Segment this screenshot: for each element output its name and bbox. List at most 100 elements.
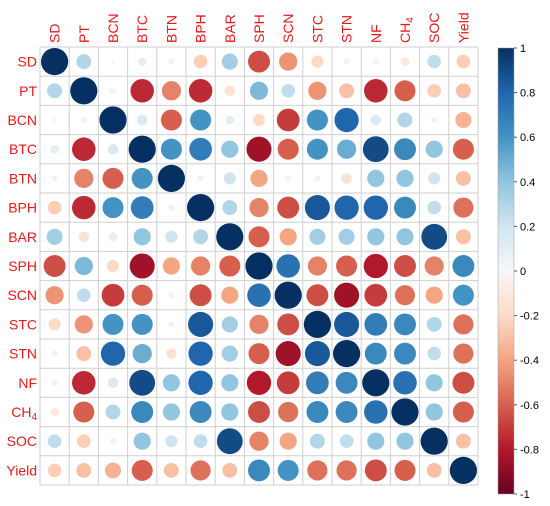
correlation-circle-BAR-CH4	[396, 228, 414, 246]
correlation-circle-SOC-BCN	[109, 438, 117, 445]
correlation-circle-BTN-SOC	[428, 172, 441, 185]
correlation-circle-SPH-BCN	[106, 259, 120, 273]
correlation-circle-SOC-BTC	[133, 432, 151, 450]
correlation-circle-SPH-SOC	[424, 256, 444, 276]
correlation-circle-PT-BTN	[161, 81, 182, 101]
column-label-bph: BPH	[193, 14, 209, 43]
column-label-soc: SOC	[426, 13, 442, 43]
correlation-circle-PT-CH4	[394, 80, 416, 102]
correlation-circle-SPH-BAR	[219, 255, 241, 277]
correlation-circle-BCN-SCN	[276, 108, 300, 132]
correlation-circle-BCN-SD	[52, 118, 57, 122]
column-label-yield: Yield	[455, 12, 471, 43]
correlation-circle-SCN-SD	[45, 286, 64, 305]
correlation-circle-STN-SPH	[248, 343, 270, 365]
column-label-btn: BTN	[163, 15, 179, 43]
correlation-circle-STN-STN	[333, 340, 361, 368]
correlation-circle-BAR-STC	[309, 228, 326, 245]
row-labels: SD PT BCN BTC BTN BPH BAR SPH SCN STC STN NF CH4 SOC Y…	[6, 54, 37, 479]
correlation-circle-BCN-STN	[334, 107, 359, 133]
correlation-circle-CH4-SPH	[248, 401, 270, 423]
correlation-circle-NF-BTC	[129, 369, 156, 396]
correlation-circle-SCN-STN	[334, 282, 360, 308]
correlation-circle-SCN-CH4	[394, 285, 416, 306]
correlation-circle-PT-BAR	[224, 85, 236, 97]
correlation-circle-Yield-BAR	[222, 462, 238, 478]
colorbar-tick-label: -0.2	[520, 311, 539, 323]
row-label-yield: Yield	[6, 462, 37, 478]
column-label-bar: BAR	[222, 14, 238, 43]
correlation-circle-STN-SOC	[427, 346, 442, 361]
correlation-circle-CH4-SOC	[425, 403, 443, 421]
correlation-circle-STN-NF	[364, 342, 387, 365]
correlation-circle-Yield-PT	[76, 462, 92, 478]
column-label-nf: NF	[368, 24, 384, 43]
correlation-circle-Yield-BCN	[104, 462, 122, 479]
correlation-circle-BTN-SD	[51, 175, 58, 182]
correlation-circle-BTN-STC	[314, 175, 321, 182]
correlation-circle-Yield-BTC	[131, 459, 153, 481]
matrix-grid	[39, 46, 479, 486]
correlation-circle-PT-STN	[339, 83, 355, 99]
correlation-circle-SD-BPH	[193, 54, 208, 69]
correlation-circle-BAR-NF	[367, 228, 385, 246]
correlation-circle-SCN-NF	[364, 283, 388, 307]
correlation-circle-BAR-SPH	[248, 226, 270, 248]
correlation-circle-BPH-SOC	[427, 200, 442, 215]
correlation-circle-SCN-BTN	[168, 292, 175, 299]
correlation-circle-STC-SD	[48, 318, 61, 331]
correlation-circle-BTN-Yield	[455, 170, 471, 186]
correlation-circle-SD-BAR	[221, 53, 238, 70]
correlation-circle-PT-STC	[308, 81, 327, 100]
correlation-circle-STC-BCN	[102, 313, 124, 335]
colorbar-tick-label: 0.2	[520, 221, 535, 233]
correlation-circle-BTN-BPH	[197, 175, 204, 182]
correlation-circle-CH4-STN	[335, 401, 358, 423]
correlation-circle-BTC-NF	[362, 136, 389, 163]
colorbar-gradient	[497, 47, 515, 495]
correlation-circle-SPH-SPH	[245, 252, 273, 280]
correlation-circle-NF-BCN	[107, 377, 119, 389]
correlation-circle-BTC-PT	[72, 137, 96, 161]
correlation-circle-STN-Yield	[453, 343, 474, 364]
correlation-circle-CH4-BTN	[162, 403, 180, 421]
correlation-circle-NF-BAR	[221, 374, 239, 392]
correlation-circles	[41, 48, 477, 484]
column-label-ch4: CH4	[397, 17, 416, 43]
correlation-circle-BCN-PT	[80, 116, 87, 124]
correlation-circle-SOC-SCN	[279, 432, 297, 450]
correlation-circle-CH4-NF	[364, 400, 388, 424]
correlation-circle-STC-SOC	[426, 316, 442, 332]
column-label-sd: SD	[47, 24, 63, 43]
correlation-circle-CH4-BPH	[189, 401, 212, 423]
correlation-circle-BPH-SPH	[249, 197, 269, 218]
correlation-circle-SPH-NF	[363, 253, 388, 279]
correlation-circle-BPH-CH4	[394, 196, 416, 219]
correlation-circle-SCN-BPH	[189, 284, 212, 307]
correlation-circle-SCN-STC	[306, 284, 329, 307]
correlation-circle-SD-BCN	[111, 59, 115, 64]
correlation-circle-SD-SOC	[427, 54, 442, 69]
correlation-circle-BAR-BPH	[193, 229, 209, 245]
correlation-circle-BTN-NF	[367, 169, 385, 187]
row-label-stc: STC	[9, 316, 37, 332]
correlation-circle-NF-SOC	[425, 374, 443, 392]
correlation-circle-SOC-SD	[47, 434, 62, 449]
correlation-circle-STC-STN	[334, 311, 360, 337]
correlation-circle-PT-NF	[364, 79, 388, 103]
correlation-circle-BPH-STN	[334, 195, 359, 220]
row-label-stn: STN	[9, 346, 37, 362]
correlation-circle-BAR-BCN	[108, 232, 118, 242]
correlation-circle-SPH-CH4	[394, 255, 416, 277]
correlation-circle-STC-BTC	[131, 313, 153, 335]
column-label-bcn: BCN	[105, 13, 121, 43]
correlation-circle-STN-PT	[76, 346, 92, 362]
correlation-circle-BTC-Yield	[452, 138, 474, 160]
correlation-circle-Yield-SPH	[248, 459, 270, 482]
correlation-circle-BTC-SCN	[277, 138, 299, 160]
correlation-circle-SD-PT	[76, 54, 92, 70]
correlation-circle-Yield-STC	[307, 460, 328, 481]
correlation-circle-BPH-Yield	[453, 197, 474, 218]
row-label-nf: NF	[18, 375, 37, 391]
